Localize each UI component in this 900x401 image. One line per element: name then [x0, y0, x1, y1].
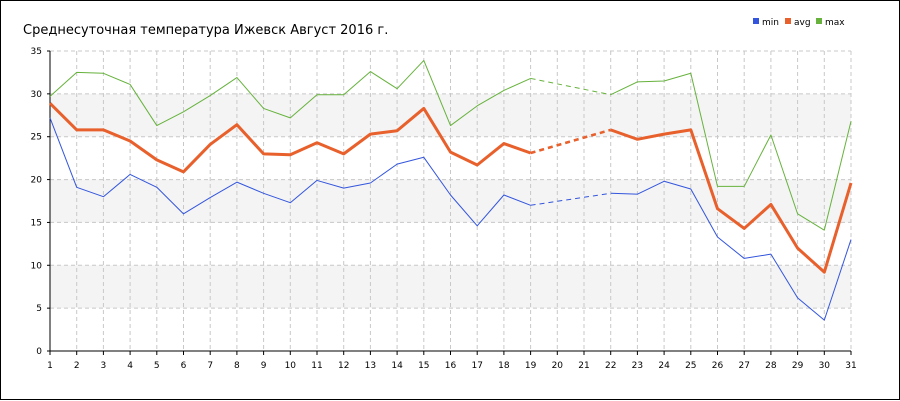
- x-tick-label: 7: [207, 361, 213, 371]
- x-tick-label: 31: [845, 361, 856, 371]
- x-tick-label: 20: [552, 361, 564, 371]
- y-tick-label: 0: [36, 347, 42, 357]
- x-tick-label: 6: [181, 361, 187, 371]
- x-tick-label: 12: [338, 361, 349, 371]
- legend: min avg max: [753, 18, 845, 28]
- legend-label-min: min: [762, 18, 779, 28]
- x-tick-label: 15: [418, 361, 429, 371]
- x-tick-label: 17: [471, 361, 482, 371]
- x-tick-label: 4: [127, 361, 133, 371]
- legend-swatch-avg: [785, 18, 791, 24]
- x-tick-label: 3: [101, 361, 107, 371]
- y-tick-label: 15: [31, 218, 42, 228]
- x-axis-ticks: 1 2 3 4 5 6 7 8 9 10 11 12 13 14 15 16 17 18 19 20 21 22 23 24 2…: [47, 351, 857, 371]
- series-line-min: [610, 180, 852, 321]
- chart-grid: [50, 50, 852, 351]
- y-axis-ticks: 0 5 10 15 20 25 30 35: [31, 47, 50, 357]
- x-tick-label: 26: [712, 361, 724, 371]
- series-gap-min: [530, 192, 611, 206]
- series-lines: [48, 59, 853, 321]
- legend-swatch-max: [816, 18, 822, 24]
- x-tick-label: 10: [285, 361, 297, 371]
- x-tick-label: 19: [525, 361, 537, 371]
- x-tick-label: 29: [792, 361, 804, 371]
- y-tick-label: 10: [31, 261, 43, 271]
- x-tick-label: 25: [685, 361, 696, 371]
- x-tick-label: 2: [74, 361, 80, 371]
- x-tick-label: 18: [498, 361, 510, 371]
- x-tick-label: 13: [365, 361, 376, 371]
- grid-band: [50, 265, 851, 309]
- x-tick-label: 28: [765, 361, 777, 371]
- x-tick-label: 11: [311, 361, 322, 371]
- series-line-min: [49, 117, 531, 227]
- y-tick-label: 35: [31, 47, 42, 57]
- series-gap-avg: [530, 128, 612, 155]
- x-tick-label: 5: [154, 361, 160, 371]
- series-line-max: [610, 72, 852, 231]
- x-tick-label: 9: [261, 361, 267, 371]
- series-line-avg: [48, 102, 532, 174]
- series-line-max: [49, 59, 531, 127]
- y-tick-label: 30: [31, 90, 43, 100]
- x-tick-label: 14: [391, 361, 403, 371]
- legend-swatch-min: [753, 18, 759, 24]
- chart-title: Среднесуточная температура Ижевск Август…: [23, 23, 388, 38]
- x-tick-label: 23: [632, 361, 643, 371]
- x-tick-label: 1: [47, 361, 53, 371]
- legend-label-max: max: [825, 18, 845, 28]
- series-max: [49, 59, 852, 231]
- series-gap-max: [530, 77, 611, 96]
- series-line-avg: [610, 128, 853, 274]
- x-tick-label: 30: [819, 361, 831, 371]
- legend-label-avg: avg: [794, 18, 811, 28]
- y-tick-label: 5: [36, 304, 42, 314]
- x-tick-label: 8: [234, 361, 240, 371]
- x-tick-label: 27: [738, 361, 749, 371]
- series-avg: [48, 102, 853, 274]
- x-tick-label: 24: [658, 361, 670, 371]
- y-tick-label: 20: [31, 176, 43, 186]
- x-tick-label: 21: [578, 361, 589, 371]
- series-min: [49, 117, 852, 321]
- y-tick-label: 25: [31, 133, 42, 143]
- x-tick-label: 16: [445, 361, 457, 371]
- x-tick-label: 22: [605, 361, 616, 371]
